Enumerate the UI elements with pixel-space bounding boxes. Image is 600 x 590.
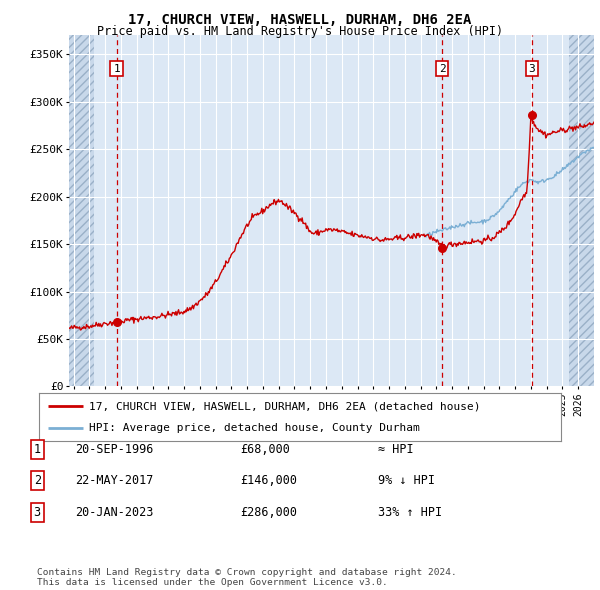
Bar [569,35,594,386]
Bar [69,35,94,386]
Text: 1: 1 [34,443,41,456]
Text: 17, CHURCH VIEW, HASWELL, DURHAM, DH6 2EA (detached house): 17, CHURCH VIEW, HASWELL, DURHAM, DH6 2E… [89,401,480,411]
Text: 3: 3 [529,64,535,74]
Text: £146,000: £146,000 [240,474,297,487]
Text: 2: 2 [34,474,41,487]
Text: 2: 2 [439,64,446,74]
Text: 22-MAY-2017: 22-MAY-2017 [75,474,154,487]
Text: 9% ↓ HPI: 9% ↓ HPI [378,474,435,487]
Text: 17, CHURCH VIEW, HASWELL, DURHAM, DH6 2EA: 17, CHURCH VIEW, HASWELL, DURHAM, DH6 2E… [128,13,472,27]
Text: Contains HM Land Registry data © Crown copyright and database right 2024.
This d: Contains HM Land Registry data © Crown c… [37,568,457,587]
Text: ≈ HPI: ≈ HPI [378,443,413,456]
Text: £68,000: £68,000 [240,443,290,456]
Text: 20-SEP-1996: 20-SEP-1996 [75,443,154,456]
Text: 20-JAN-2023: 20-JAN-2023 [75,506,154,519]
Text: HPI: Average price, detached house, County Durham: HPI: Average price, detached house, Coun… [89,423,419,433]
Text: 3: 3 [34,506,41,519]
Text: 33% ↑ HPI: 33% ↑ HPI [378,506,442,519]
Text: £286,000: £286,000 [240,506,297,519]
Text: 1: 1 [113,64,120,74]
Text: Price paid vs. HM Land Registry's House Price Index (HPI): Price paid vs. HM Land Registry's House … [97,25,503,38]
